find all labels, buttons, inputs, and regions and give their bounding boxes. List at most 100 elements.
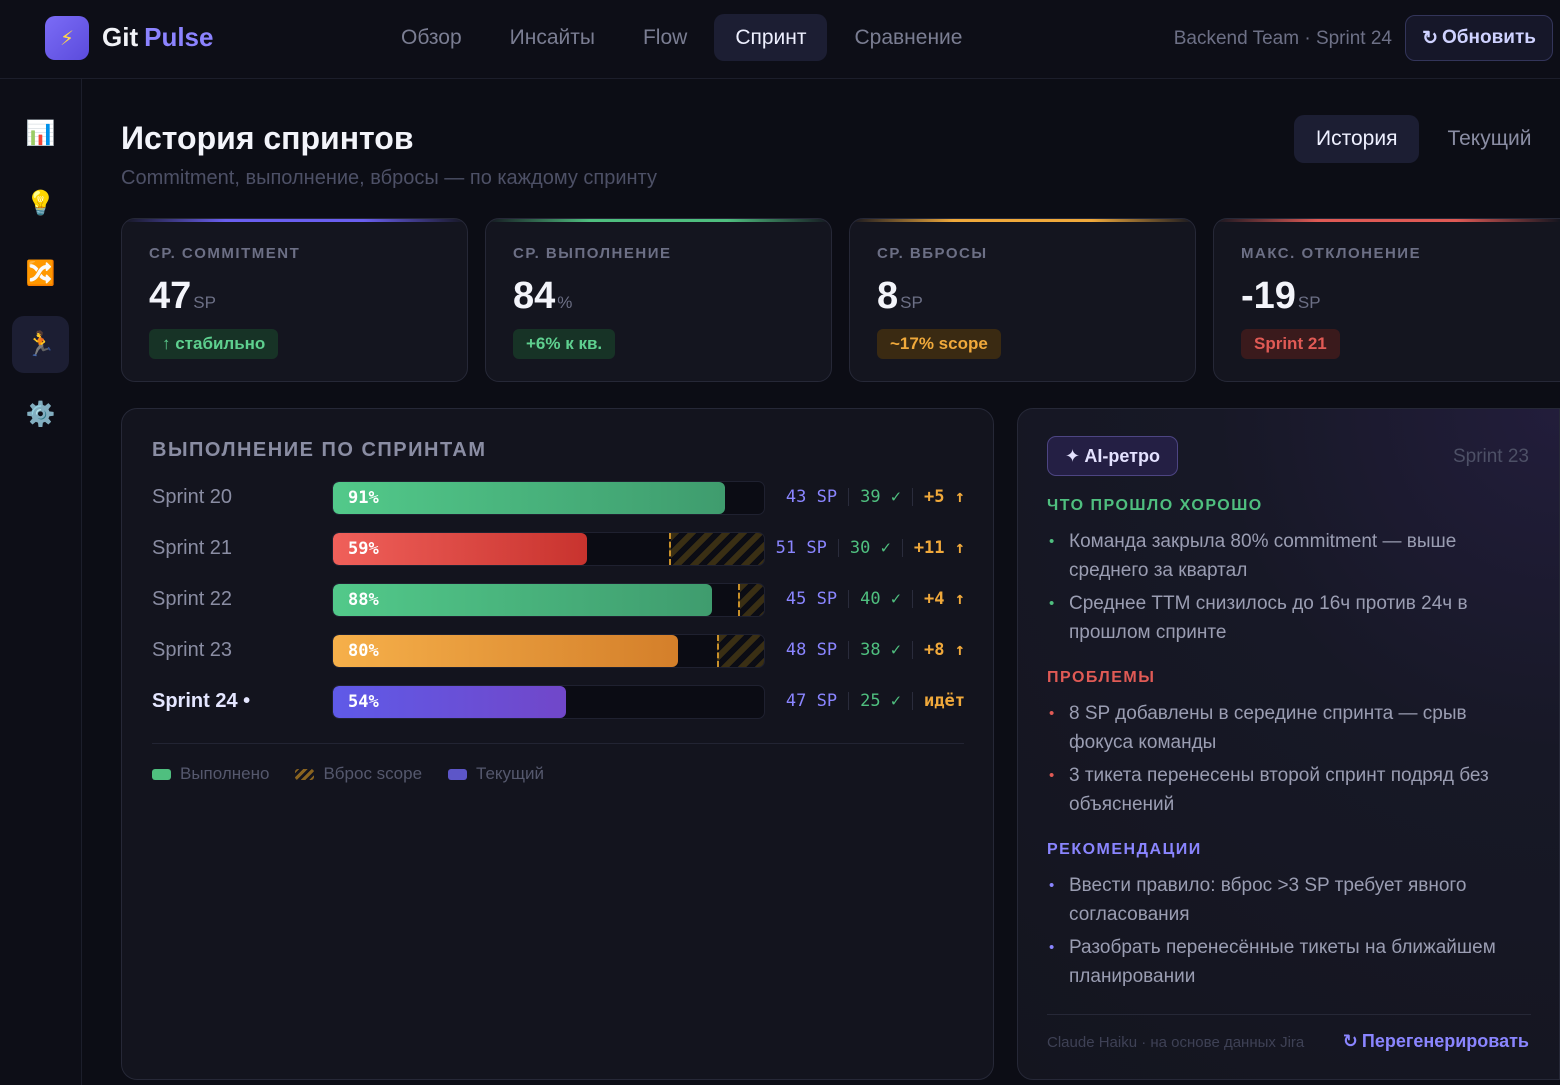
list-item: Разобрать перенесённые тикеты на ближайш… (1047, 933, 1527, 991)
recommendations-list: Ввести правило: вброс >3 SP требует явно… (1047, 871, 1527, 995)
sprint-stats: 48 SP 38 ✓ +8 ↑ (786, 640, 965, 660)
section-title-good: ЧТО ПРОШЛО ХОРОШО (1047, 497, 1263, 514)
section-title-recommendations: РЕКОМЕНДАЦИИ (1047, 841, 1202, 858)
separator (848, 692, 850, 710)
progress-track: 80% (332, 634, 765, 668)
lightbulb-icon[interactable]: 💡 (25, 190, 56, 217)
separator (901, 539, 903, 557)
sprint-stats: 51 SP 30 ✓ +11 ↑ (776, 538, 965, 558)
sprint-name: Sprint 20 (152, 486, 233, 508)
kpi-card-max-deviation: МАКС. ОТКЛОНЕНИЕ -19 SP Sprint 21 (1213, 218, 1560, 382)
separator (848, 641, 850, 659)
refresh-icon: ↻ (1422, 27, 1438, 49)
chart-icon[interactable]: 📊 (25, 120, 56, 147)
scope-added-hatch (738, 584, 764, 616)
lightning-icon[interactable]: ⚡ (45, 16, 89, 60)
brand-name: Git Pulse (102, 22, 214, 52)
status-badge: ↑ стабильно (149, 329, 279, 359)
progress-fill: 54% (333, 686, 566, 718)
separator (912, 692, 914, 710)
table-row[interactable]: Sprint 20 91% 43 SP 39 ✓ +5 ↑ (122, 481, 993, 515)
kpi-value: 47 SP (149, 275, 216, 317)
legend-item: Вброс scope (295, 764, 422, 784)
divider (1047, 1014, 1531, 1015)
table-row[interactable]: Sprint 24 • 54% 47 SP 25 ✓ идёт (122, 685, 993, 719)
separator (912, 488, 914, 506)
kpi-card-completion: СР. ВЫПОЛНЕНИЕ 84% +6% к кв. (485, 218, 832, 382)
list-item: 8 SP добавлены в середине спринта — срыв… (1047, 699, 1527, 757)
regenerate-button[interactable]: ↻ Перегенерировать (1342, 1031, 1529, 1051)
kpi-label: СР. ВЫПОЛНЕНИЕ (513, 245, 672, 262)
added-sp: +11 ↑ (913, 538, 965, 558)
tab-sprint[interactable]: Спринт (714, 14, 828, 61)
progress-percent: 59% (348, 539, 379, 559)
list-item: Команда закрыла 80% commitment — выше ср… (1047, 527, 1527, 585)
progress-track: 59% (332, 532, 765, 566)
ai-retro-badge[interactable]: ✦ AI-ретро (1047, 436, 1178, 476)
separator (912, 641, 914, 659)
added-sp: идёт (924, 691, 965, 711)
table-row[interactable]: Sprint 23 80% 48 SP 38 ✓ +8 ↑ (122, 634, 993, 668)
legend-swatch (152, 768, 171, 780)
tab-compare[interactable]: Сравнение (854, 25, 963, 49)
progress-track: 91% (332, 481, 765, 515)
legend-item: Текущий (448, 764, 544, 784)
problems-list: 8 SP добавлены в середине спринта — срыв… (1047, 699, 1527, 823)
kpi-accent (850, 219, 1195, 222)
view-switch: История Текущий (1294, 115, 1553, 163)
kpi-label: СР. ВБРОСЫ (877, 245, 988, 262)
separator (848, 488, 850, 506)
runner-icon[interactable]: 🏃 (12, 316, 69, 373)
sprint-name: Sprint 21 (152, 537, 233, 559)
refresh-button[interactable]: ↻ Обновить (1405, 15, 1553, 61)
kpi-accent (122, 219, 467, 222)
committed-sp: 43 SP (785, 487, 838, 507)
done-count: 38 ✓ (860, 640, 902, 660)
separator (837, 539, 839, 557)
scope-added-hatch (669, 533, 764, 565)
progress-fill: 91% (333, 482, 725, 514)
tab-history[interactable]: История (1294, 115, 1420, 163)
progress-fill: 59% (333, 533, 587, 565)
tab-insights[interactable]: Инсайты (509, 25, 595, 49)
done-count: 39 ✓ (860, 487, 902, 507)
progress-track: 88% (332, 583, 765, 617)
kpi-card-scope-additions: СР. ВБРОСЫ 8 SP ~17% scope (849, 218, 1196, 382)
legend-swatch (295, 768, 315, 780)
gear-icon[interactable]: ⚙️ (25, 401, 56, 428)
sprint-name: Sprint 22 (152, 588, 233, 610)
done-count: 40 ✓ (860, 589, 902, 609)
tab-overview[interactable]: Обзор (401, 25, 462, 49)
scope-added-hatch (717, 635, 764, 667)
progress-percent: 80% (348, 641, 379, 661)
kpi-label: СР. COMMITMENT (149, 245, 301, 262)
committed-sp: 51 SP (775, 538, 827, 558)
table-row[interactable]: Sprint 22 88% 45 SP 40 ✓ +4 ↑ (122, 583, 993, 617)
ai-retro-panel: ✦ AI-ретро Sprint 23 ЧТО ПРОШЛО ХОРОШО К… (1017, 408, 1560, 1080)
page-title: История спринтов (121, 120, 414, 156)
kpi-label: МАКС. ОТКЛОНЕНИЕ (1241, 245, 1422, 262)
legend-item: Выполнено (152, 764, 269, 784)
legend-swatch (448, 768, 468, 780)
top-bar: ⚡ Git Pulse Обзор Инсайты Flow Спринт Сра… (0, 0, 1560, 79)
progress-fill: 88% (333, 584, 712, 616)
tab-flow[interactable]: Flow (642, 25, 688, 49)
status-badge: +6% к кв. (513, 329, 616, 359)
good-list: Команда закрыла 80% commitment — выше ср… (1047, 527, 1527, 651)
added-sp: +4 ↑ (924, 589, 965, 609)
done-count: 25 ✓ (860, 691, 902, 711)
separator (912, 590, 914, 608)
added-sp: +8 ↑ (924, 640, 965, 660)
status-badge: Sprint 21 (1241, 329, 1340, 359)
tab-current[interactable]: Текущий (1447, 127, 1532, 150)
status-badge: ~17% scope (877, 329, 1001, 359)
team-label: Backend Team · Sprint 24 (1173, 28, 1392, 49)
kpi-value: 84% (513, 275, 573, 317)
committed-sp: 48 SP (785, 640, 838, 660)
progress-track: 54% (332, 685, 765, 719)
page-subtitle: Commitment, выполнение, вбросы — по кажд… (121, 167, 657, 189)
table-row[interactable]: Sprint 21 59% 51 SP 30 ✓ +11 ↑ (122, 532, 993, 566)
shuffle-icon[interactable]: 🔀 (25, 260, 56, 287)
ai-footer-note: Claude Haiku · на основе данных Jira (1047, 1034, 1305, 1051)
sprint-stats: 43 SP 39 ✓ +5 ↑ (786, 487, 965, 507)
